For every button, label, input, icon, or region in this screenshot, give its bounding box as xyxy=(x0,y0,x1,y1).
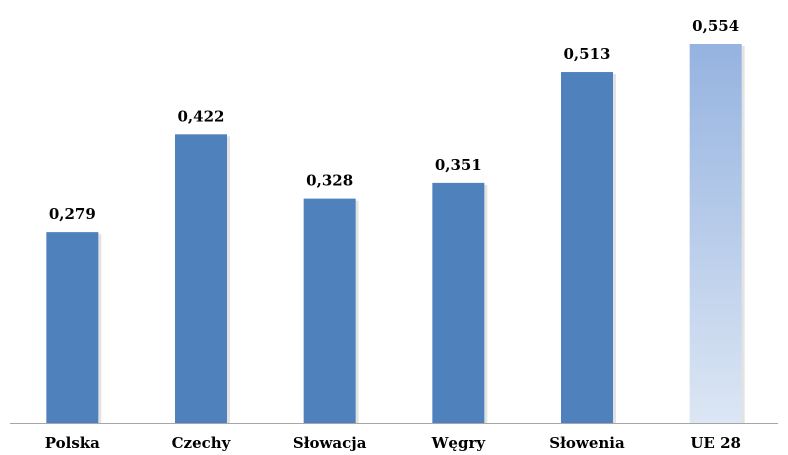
value-label-s-owenia: 0,513 xyxy=(564,45,611,63)
x-tick-label-s-owacja: Słowacja xyxy=(293,434,367,452)
bar-polska xyxy=(46,232,99,423)
value-label-polska: 0,279 xyxy=(49,205,96,223)
bar-we-gry xyxy=(432,182,485,423)
x-tick-label-we-gry: Węgry xyxy=(431,434,487,452)
bar-s-owacja xyxy=(303,198,356,423)
x-tick-label-ue-28: UE 28 xyxy=(690,434,741,452)
x-tick-label-s-owenia: Słowenia xyxy=(549,434,625,452)
value-label-ue-28: 0,554 xyxy=(692,17,739,35)
bars-layer xyxy=(46,44,745,423)
x-tick-labels-layer: Polska Czechy Słowacja Węgry Słowenia UE 28 xyxy=(45,434,741,452)
value-label-s-owacja: 0,328 xyxy=(306,172,353,190)
value-label-we-gry: 0,351 xyxy=(435,156,482,174)
value-label-czechy: 0,422 xyxy=(178,107,225,125)
bar-s-owenia xyxy=(561,72,613,423)
x-tick-label-polska: Polska xyxy=(45,434,100,452)
value-labels-layer: 0,279 0,422 0,328 0,351 0,513 0,554 xyxy=(49,17,739,223)
bar-ue-28 xyxy=(689,44,742,423)
x-tick-label-czechy: Czechy xyxy=(172,434,232,452)
bar-czechy xyxy=(175,134,227,423)
